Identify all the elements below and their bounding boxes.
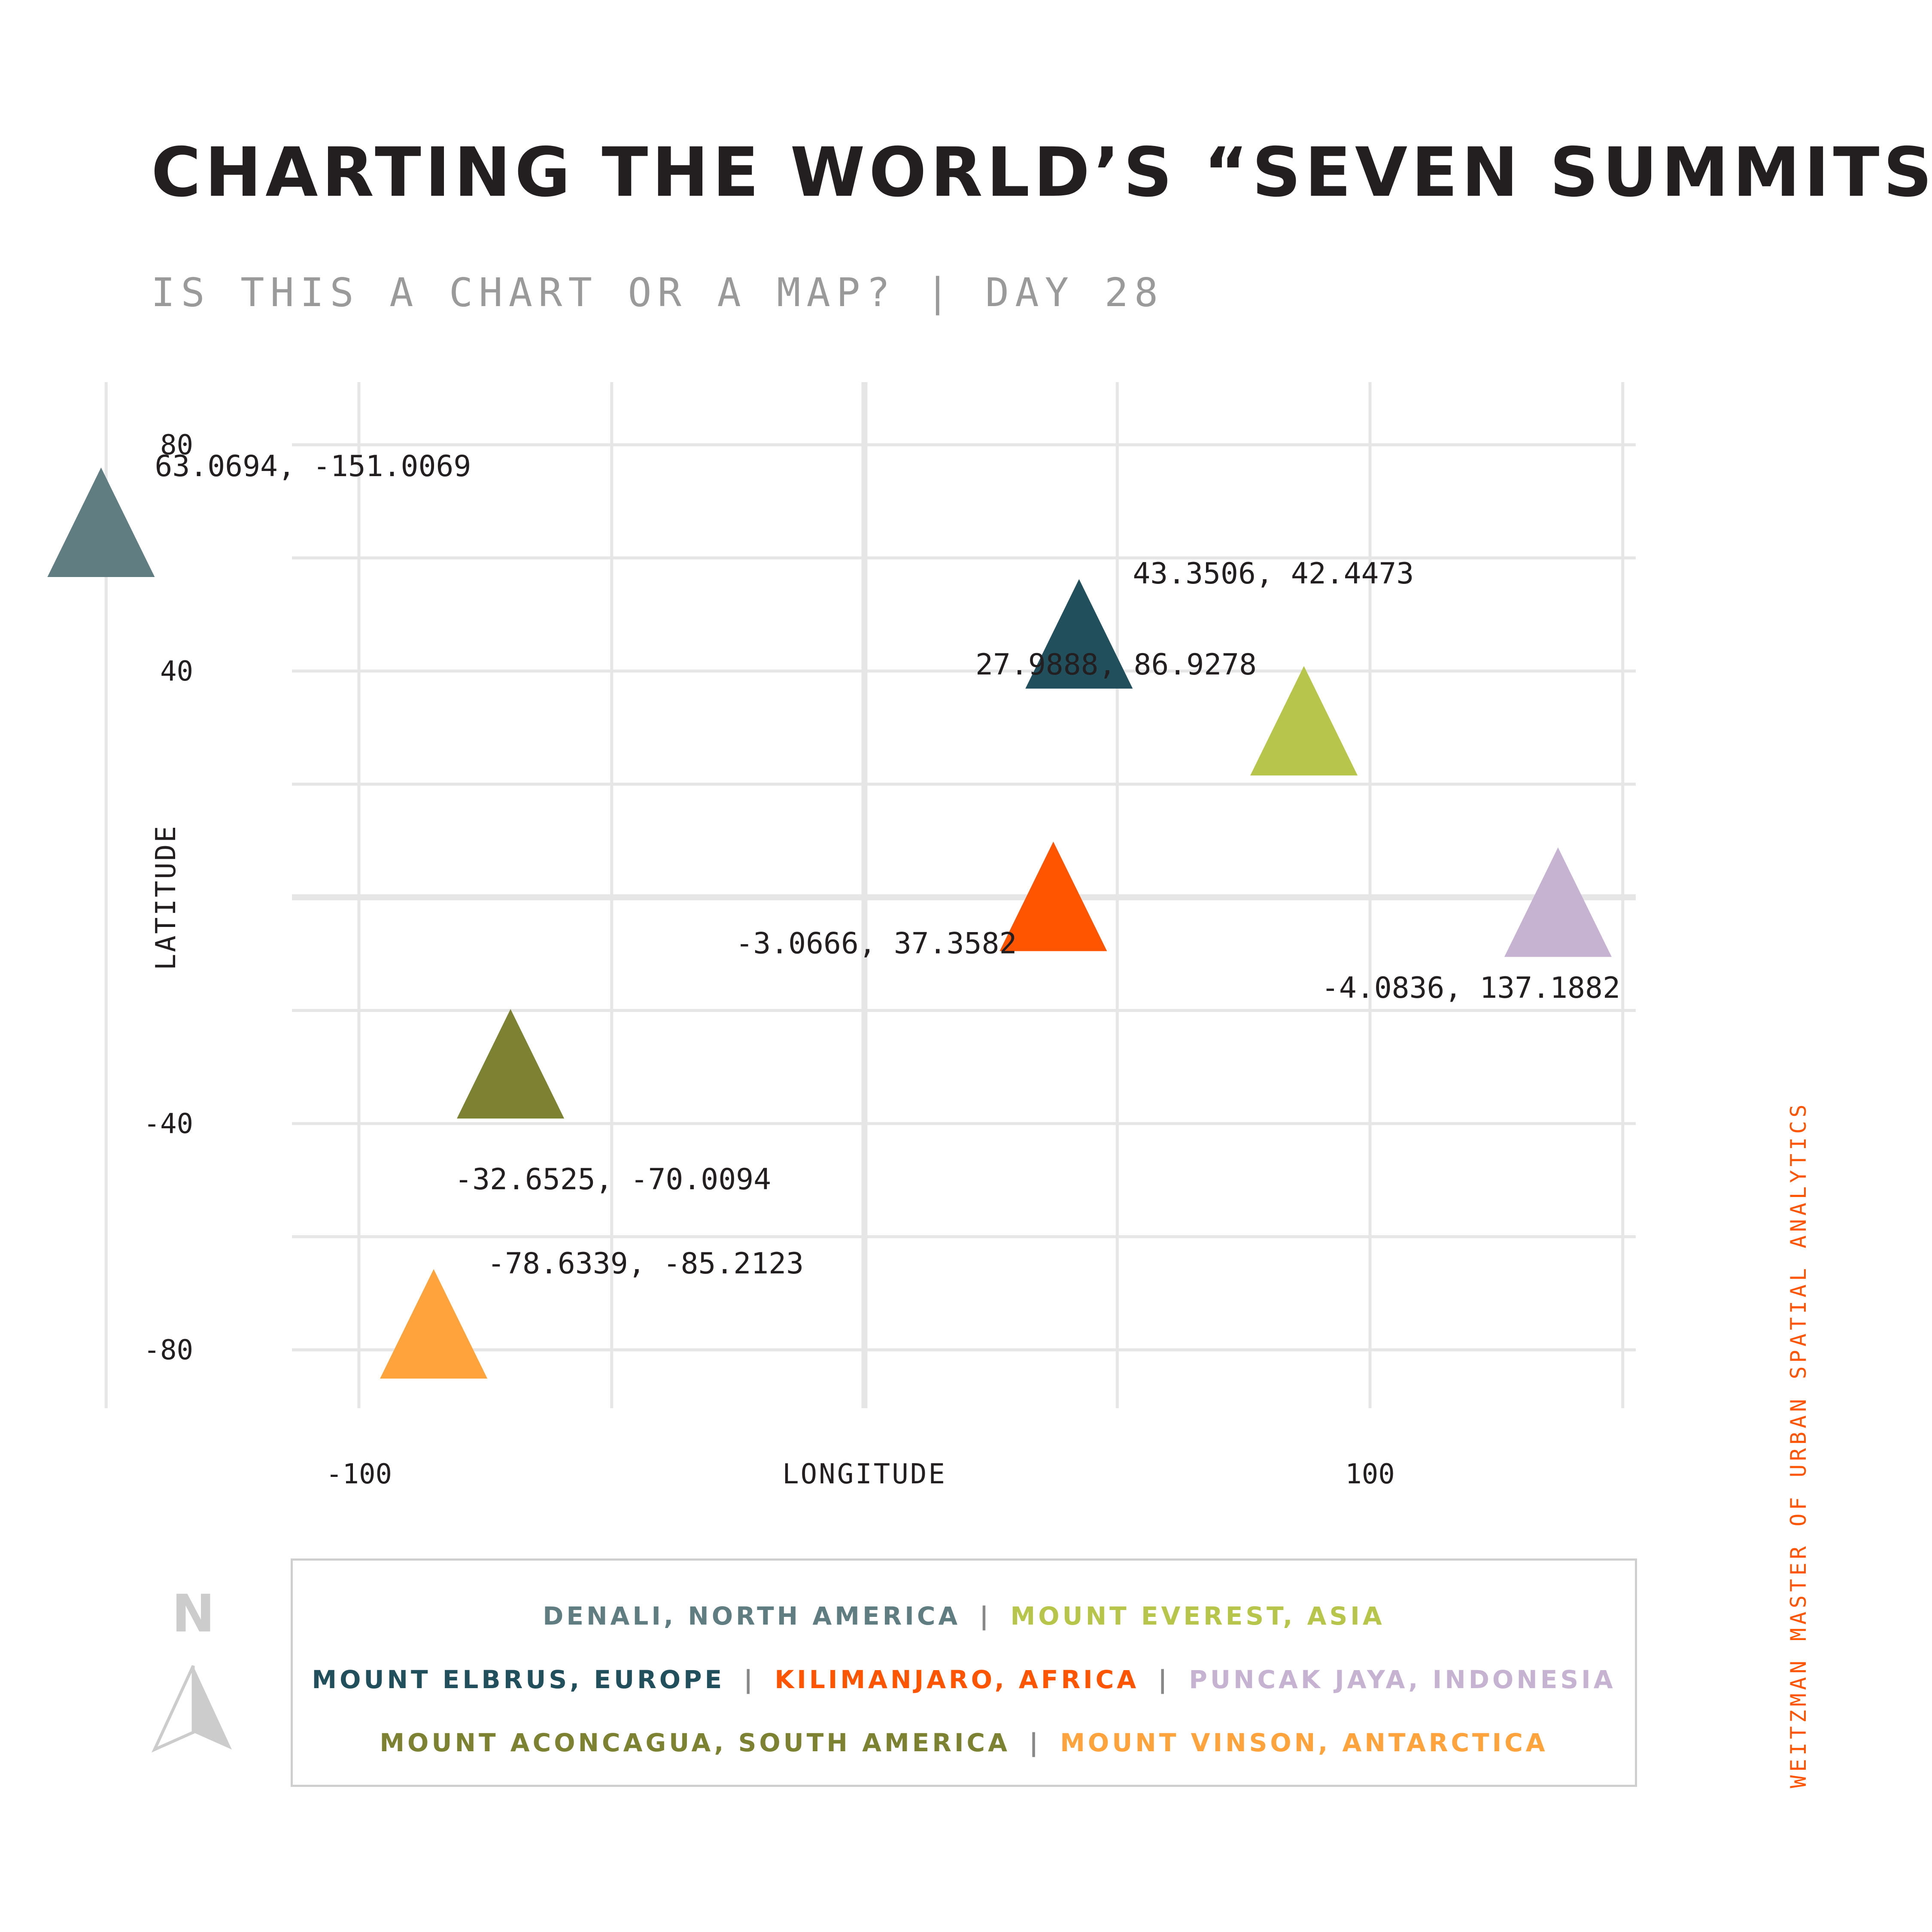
point-label-denali: 63.0694, -151.0069	[155, 450, 471, 483]
marker-mount-aconcagua	[457, 1009, 565, 1119]
legend-separator: |	[1029, 1728, 1042, 1757]
y-tick-label: 80	[160, 429, 193, 461]
legend-row: MOUNT ELBRUS, EUROPE | KILIMANJARO, AFRICA…	[293, 1665, 1635, 1694]
credit-text: WEITZMAN MASTER OF URBAN SPATIAL ANALYTI…	[1786, 1101, 1811, 1788]
legend-item: KILIMANJARO, AFRICA	[775, 1665, 1139, 1694]
north-arrow-icon	[151, 1665, 232, 1753]
legend-item: MOUNT EVEREST, ASIA	[1010, 1601, 1385, 1631]
chart-marks	[47, 468, 1612, 1379]
marker-mount-everest	[1250, 666, 1358, 776]
marker-mount-elbrus	[1025, 579, 1133, 689]
legend-item: DENALI, NORTH AMERICA	[543, 1601, 961, 1631]
chart-grid	[104, 382, 1636, 1408]
point-label-mount-elbrus: 43.3506, 42.4473	[1133, 557, 1414, 591]
point-label-kilimanjaro: -3.0666, 37.3582	[735, 927, 1017, 960]
legend: DENALI, NORTH AMERICA | MOUNT EVEREST, ASI…	[291, 1558, 1637, 1787]
legend-item: MOUNT VINSON, ANTARCTICA	[1060, 1728, 1548, 1757]
chart-labels: 63.0694, -151.0069 27.9888, 86.9278 43.350…	[155, 450, 1620, 1281]
legend-item: PUNCAK JAYA, INDONESIA	[1189, 1665, 1616, 1694]
x-axis-label: LONGITUDE	[782, 1458, 947, 1490]
y-tick-label: -80	[143, 1334, 193, 1366]
legend-separator: |	[979, 1601, 992, 1631]
y-axis-label: LATITUDE	[150, 824, 182, 970]
legend-row: MOUNT ACONCAGUA, SOUTH AMERICA | MOUNT VIN…	[293, 1728, 1635, 1757]
chart-axes: 80 40 -40 -80 -100 100 LONGITUDE LATITUDE	[143, 429, 1394, 1490]
chart-subtitle: IS THIS A CHART OR A MAP? | DAY 28	[151, 270, 1164, 316]
point-label-mount-everest: 27.9888, 86.9278	[975, 648, 1257, 682]
legend-item: MOUNT ACONCAGUA, SOUTH AMERICA	[380, 1728, 1010, 1757]
legend-item: MOUNT ELBRUS, EUROPE	[312, 1665, 725, 1694]
north-label: N	[172, 1584, 215, 1644]
y-tick-label: 40	[160, 656, 193, 687]
marker-mount-vinson	[380, 1269, 488, 1379]
x-tick-label: -100	[326, 1458, 392, 1490]
x-tick-label: 100	[1345, 1458, 1395, 1490]
point-label-mount-vinson: -78.6339, -85.2123	[487, 1247, 804, 1281]
point-label-puncak-jaya: -4.0836, 137.1882	[1321, 971, 1620, 1005]
legend-separator: |	[744, 1665, 756, 1694]
marker-denali	[47, 468, 155, 577]
y-tick-label: -40	[143, 1108, 193, 1140]
point-label-mount-aconcagua: -32.6525, -70.0094	[455, 1163, 771, 1197]
legend-row: DENALI, NORTH AMERICA | MOUNT EVEREST, ASI…	[293, 1601, 1635, 1631]
chart-title: CHARTING THE WORLD’S “SEVEN SUMMITS”	[151, 133, 1932, 212]
marker-kilimanjaro	[999, 841, 1107, 951]
legend-separator: |	[1158, 1665, 1170, 1694]
marker-puncak-jaya	[1504, 847, 1612, 957]
